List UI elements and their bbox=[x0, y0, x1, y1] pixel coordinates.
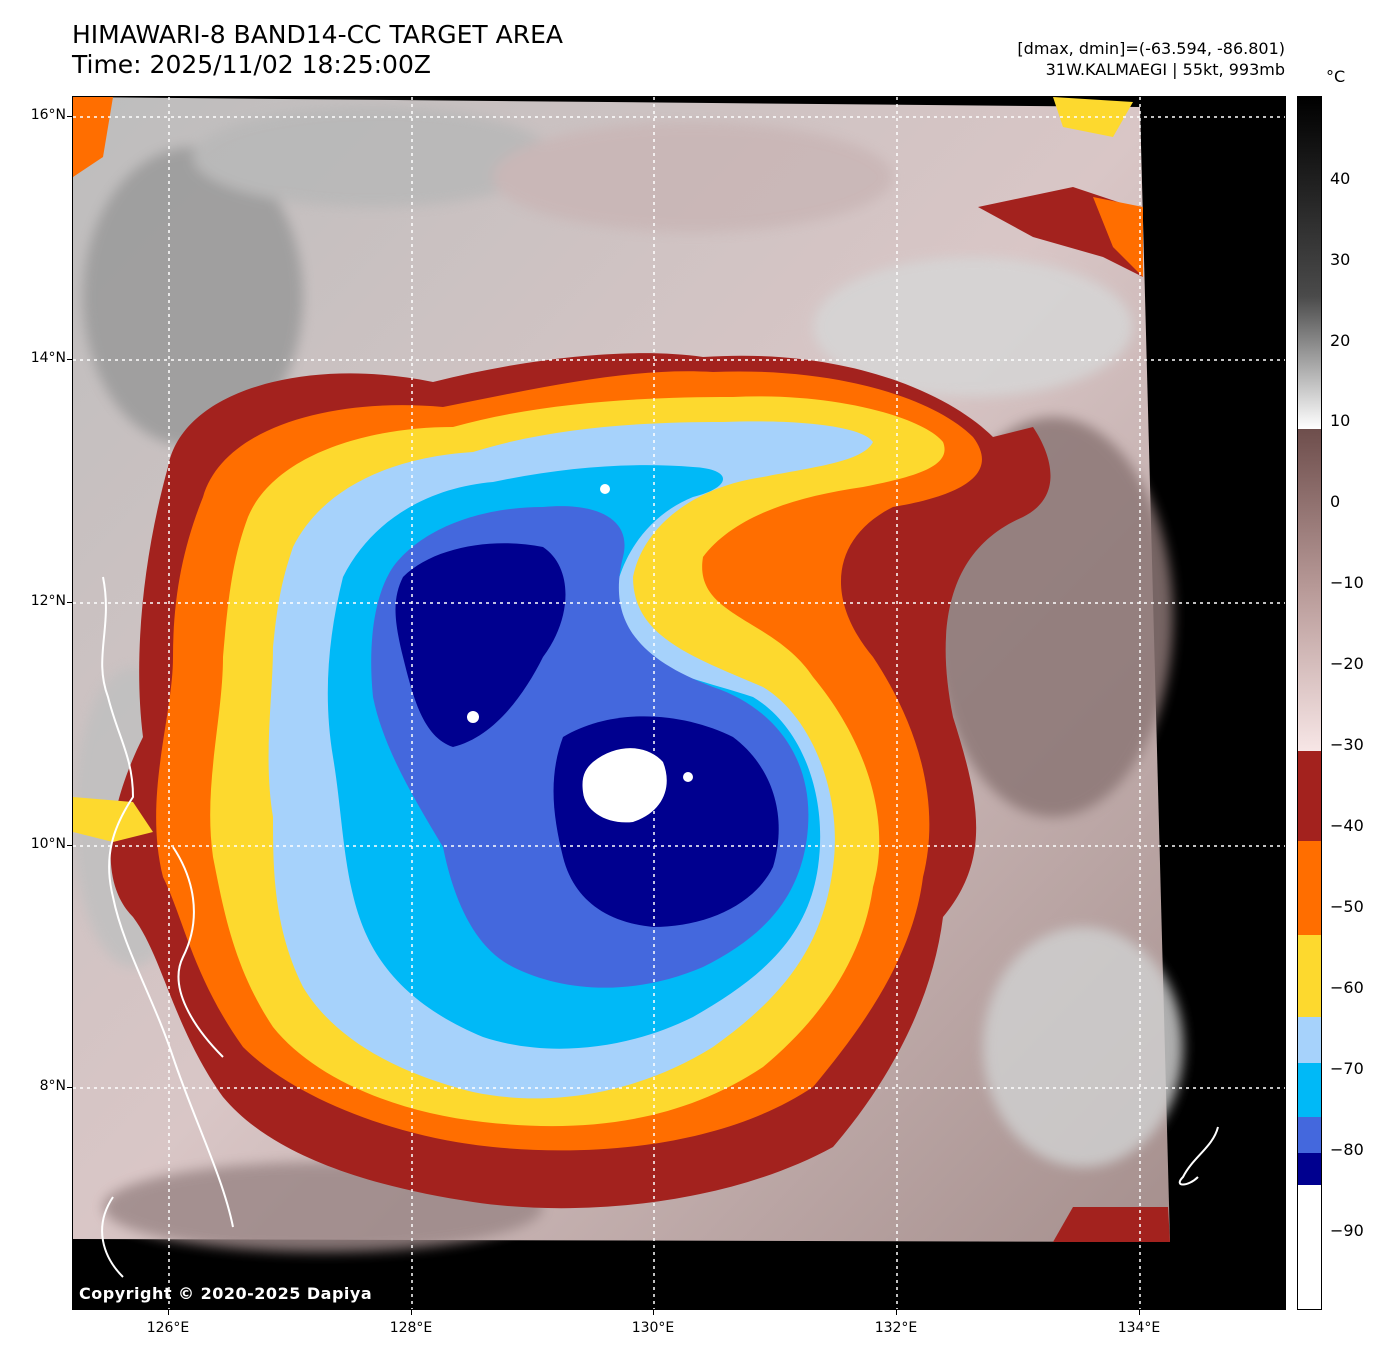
meta-info: [dmax, dmin]=(-63.594, -86.801) 31W.KALM… bbox=[1017, 38, 1285, 80]
dmax-dmin-text: [dmax, dmin]=(-63.594, -86.801) bbox=[1017, 39, 1285, 58]
lat-label-10: 10°N bbox=[30, 836, 66, 852]
cb-tick-30: 30 bbox=[1330, 250, 1351, 269]
cb-tick-m50: −50 bbox=[1330, 897, 1364, 916]
lat-label-8: 8°N bbox=[39, 1078, 66, 1094]
lon-label-128: 128°E bbox=[389, 1320, 433, 1336]
colorbar-gradient bbox=[1298, 97, 1321, 1309]
lat-label-14: 14°N bbox=[30, 350, 66, 366]
lon-tick bbox=[1139, 1310, 1140, 1315]
lon-tick bbox=[168, 1310, 169, 1315]
cb-tick-m10: −10 bbox=[1330, 573, 1364, 592]
title-line-1: HIMAWARI-8 BAND14-CC TARGET AREA bbox=[72, 20, 564, 49]
cb-tick-40: 40 bbox=[1330, 169, 1351, 188]
cb-tick-m30: −30 bbox=[1330, 735, 1364, 754]
lon-label-130: 130°E bbox=[631, 1320, 675, 1336]
lon-tick bbox=[653, 1310, 654, 1315]
cb-tick-m90: −90 bbox=[1330, 1221, 1364, 1240]
lon-label-126: 126°E bbox=[146, 1320, 190, 1336]
lat-label-16: 16°N bbox=[30, 107, 66, 123]
title-line-2: Time: 2025/11/02 18:25:00Z bbox=[72, 50, 431, 79]
lon-label-134: 134°E bbox=[1117, 1320, 1161, 1336]
lat-tick bbox=[67, 359, 72, 360]
cb-tick-20: 20 bbox=[1330, 331, 1351, 350]
lon-label-132: 132°E bbox=[874, 1320, 918, 1336]
copyright-text: Copyright © 2020-2025 Dapiya bbox=[79, 1284, 373, 1303]
cb-tick-m70: −70 bbox=[1330, 1059, 1364, 1078]
cb-tick-m80: −80 bbox=[1330, 1140, 1364, 1159]
cb-tick-m40: −40 bbox=[1330, 816, 1364, 835]
colorbar bbox=[1297, 96, 1322, 1310]
lat-tick bbox=[67, 845, 72, 846]
lon-tick bbox=[896, 1310, 897, 1315]
lon-tick bbox=[411, 1310, 412, 1315]
colorbar-unit: °C bbox=[1326, 67, 1346, 86]
cb-tick-m20: −20 bbox=[1330, 654, 1364, 673]
storm-info-text: 31W.KALMAEGI | 55kt, 993mb bbox=[1045, 60, 1285, 79]
satellite-map: Copyright © 2020-2025 Dapiya bbox=[72, 96, 1286, 1310]
lat-label-12: 12°N bbox=[30, 593, 66, 609]
satellite-image bbox=[73, 97, 1285, 1309]
lat-tick bbox=[67, 116, 72, 117]
lat-tick bbox=[67, 1087, 72, 1088]
lat-tick bbox=[67, 602, 72, 603]
cb-tick-10: 10 bbox=[1330, 411, 1351, 430]
chart-title: HIMAWARI-8 BAND14-CC TARGET AREA Time: 2… bbox=[72, 20, 563, 80]
cb-tick-0: 0 bbox=[1330, 492, 1341, 511]
cb-tick-m60: −60 bbox=[1330, 978, 1364, 997]
